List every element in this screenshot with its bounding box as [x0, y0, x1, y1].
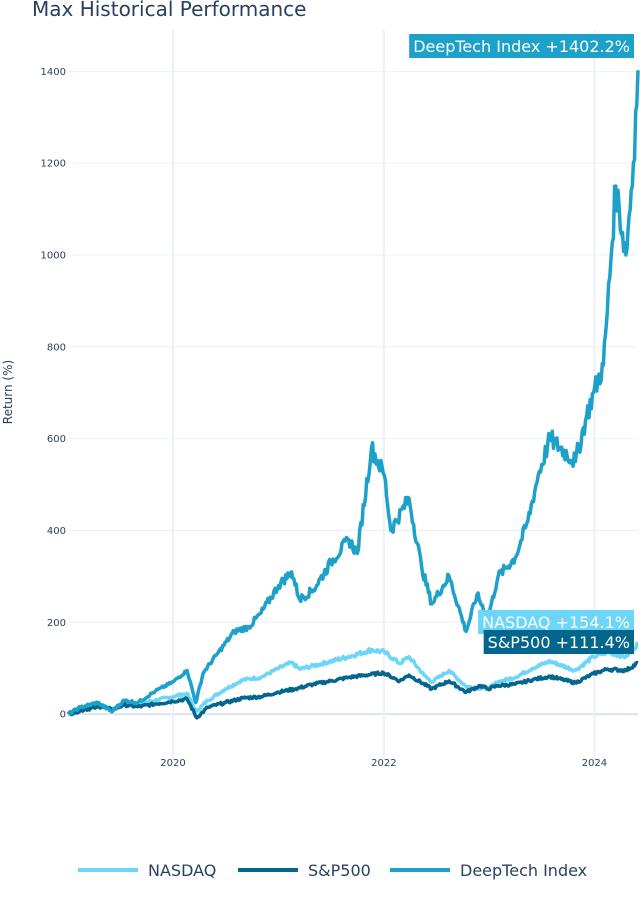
series-line-nasdaq — [67, 641, 639, 716]
legend-label: DeepTech Index — [460, 861, 587, 880]
chart-title: Max Historical Performance — [32, 0, 306, 21]
end-label-box — [409, 34, 634, 58]
y-tick-label: 1200 — [41, 159, 66, 170]
legend: NASDAQ S&P500 DeepTech Index — [78, 861, 587, 880]
y-axis-title: Return (%) — [1, 360, 15, 424]
end-label-box — [483, 630, 634, 654]
x-tick-label: 2024 — [582, 758, 607, 769]
end-label-text: S&P500 +111.4% — [488, 633, 630, 652]
x-tick-label: 2020 — [160, 758, 185, 769]
grid — [68, 30, 638, 760]
y-tick-label: 1000 — [41, 250, 66, 261]
legend-item-s-p500: S&P500 — [238, 861, 371, 880]
legend-label: S&P500 — [308, 861, 371, 880]
series-line-s-p500 — [66, 660, 639, 720]
legend-label: NASDAQ — [148, 861, 216, 880]
end-label-s-p500: S&P500 +111.4% — [483, 630, 634, 654]
y-tick-label: 400 — [47, 526, 66, 537]
end-label-text: DeepTech Index +1402.2% — [413, 37, 630, 56]
end-labels: DeepTech Index +1402.2% NASDAQ +154.1%S&P… — [409, 34, 634, 654]
y-tick-label: 0 — [60, 710, 66, 721]
legend-item-nasdaq: NASDAQ — [78, 861, 216, 880]
y-tick-label: 1400 — [41, 67, 66, 78]
legend-item-deeptech-index: DeepTech Index — [390, 861, 587, 880]
y-tick-label: 800 — [47, 342, 66, 353]
end-label-text: NASDAQ +154.1% — [482, 613, 630, 632]
y-axis-ticks: 0 200 400 600 800 1000 1200 1400 — [41, 67, 66, 721]
series-line-deeptech-index — [67, 70, 640, 716]
series-lines — [66, 70, 640, 720]
x-tick-label: 2022 — [371, 758, 396, 769]
y-tick-label: 200 — [47, 618, 66, 629]
y-tick-label: 600 — [47, 434, 66, 445]
end-label-deeptech-index: DeepTech Index +1402.2% — [409, 34, 634, 58]
x-axis-ticks: 2020 2022 2024 — [160, 758, 607, 769]
